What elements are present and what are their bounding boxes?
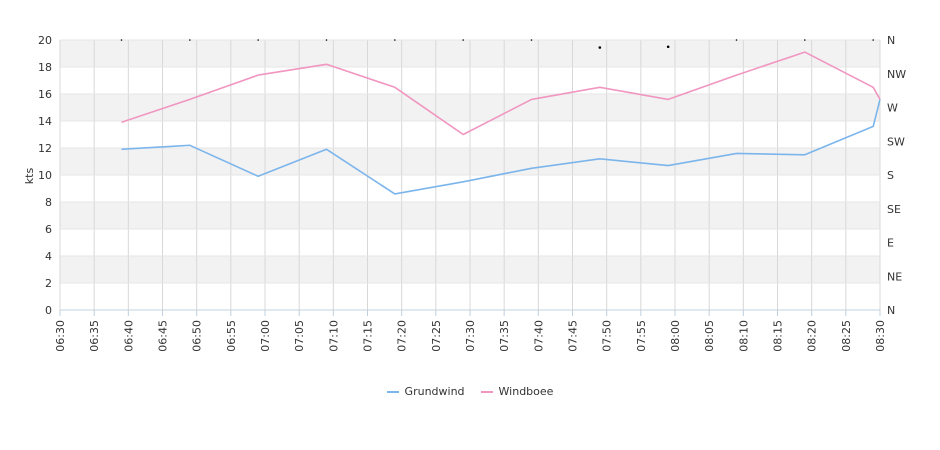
direction-tick-label: W [887,102,898,115]
legend-item-windboee[interactable]: Windboee [480,385,554,398]
y-tick-label: 4 [45,250,52,263]
x-tick-label: 08:00 [669,320,682,352]
x-tick-label: 07:25 [430,320,443,352]
y-tick-label: 18 [38,61,52,74]
legend-swatch-grundwind [386,390,399,393]
direction-marker [530,39,533,41]
direction-marker [325,39,328,41]
direction-marker [462,39,464,41]
y-axis-labels: 0 2 4 6 8 10 12 14 16 18 20 [38,34,52,317]
legend-label-grundwind: Grundwind [404,385,465,398]
direction-tick-label: N [887,304,895,317]
x-tick-label: 06:35 [88,320,101,352]
y-tick-label: 14 [38,115,52,128]
legend-item-grundwind[interactable]: Grundwind [386,385,465,398]
direction-marker [598,46,602,49]
x-tick-label: 08:20 [806,320,819,352]
direction-tick-label: SE [887,203,901,216]
direction-marker [804,39,806,41]
y-tick-label: 20 [38,34,52,47]
legend-swatch-windboee [480,390,493,393]
direction-axis-labels: N NE E SE S SW W NW N [887,34,906,317]
y-axis-title: kts [23,168,36,185]
direction-tick-label: S [887,169,894,182]
x-tick-label: 07:45 [567,320,580,352]
y-tick-label: 8 [45,196,52,209]
x-tick-label: 08:25 [840,320,853,352]
x-axis-labels: 06:30 06:35 06:40 06:45 06:50 06:55 07:00 07:05… [54,320,887,352]
series-lines [121,51,881,195]
x-tick-label: 06:30 [54,320,67,352]
x-tick-label: 07:55 [635,320,648,352]
direction-marker [189,39,191,41]
direction-marker [666,45,670,49]
x-tick-label: 08:10 [737,320,750,352]
direction-tick-label: NE [887,270,902,283]
x-tick-label: 08:15 [772,320,785,352]
x-axis-ticks [59,310,881,316]
x-tick-label: 07:40 [532,320,545,352]
x-tick-label: 07:50 [601,320,614,352]
direction-tick-label: E [887,237,894,250]
direction-marker [120,39,123,41]
y-tick-label: 2 [45,277,52,290]
x-tick-label: 06:45 [157,320,170,352]
y-tick-label: 0 [45,304,52,317]
direction-marker [735,39,738,41]
direction-marker [257,39,259,41]
legend: Grundwind Windboee [0,385,940,398]
direction-tick-label: N [887,34,895,47]
series-line-grundwind [121,99,881,195]
x-tick-label: 07:30 [464,320,477,352]
direction-tick-label: NW [887,68,906,81]
x-tick-label: 07:20 [396,320,409,352]
y-tick-label: 12 [38,142,52,155]
x-tick-label: 06:55 [225,320,238,352]
x-tick-label: 07:00 [259,320,272,352]
x-tick-label: 07:35 [498,320,511,352]
legend-label-windboee: Windboee [498,385,554,398]
x-tick-label: 07:10 [327,320,340,352]
direction-marker [394,39,396,41]
y-tick-label: 6 [45,223,52,236]
x-tick-label: 08:05 [703,320,716,352]
direction-marker [872,39,874,41]
x-tick-label: 06:40 [122,320,135,352]
x-tick-label: 07:05 [293,320,306,352]
x-tick-label: 06:50 [191,320,204,352]
direction-markers [120,39,874,49]
x-tick-label: 08:30 [874,320,887,352]
y-tick-label: 16 [38,88,52,101]
y-tick-label: 10 [38,169,52,182]
x-tick-label: 07:15 [362,320,375,352]
series-line-windboee [121,51,881,136]
direction-tick-label: SW [887,135,905,148]
